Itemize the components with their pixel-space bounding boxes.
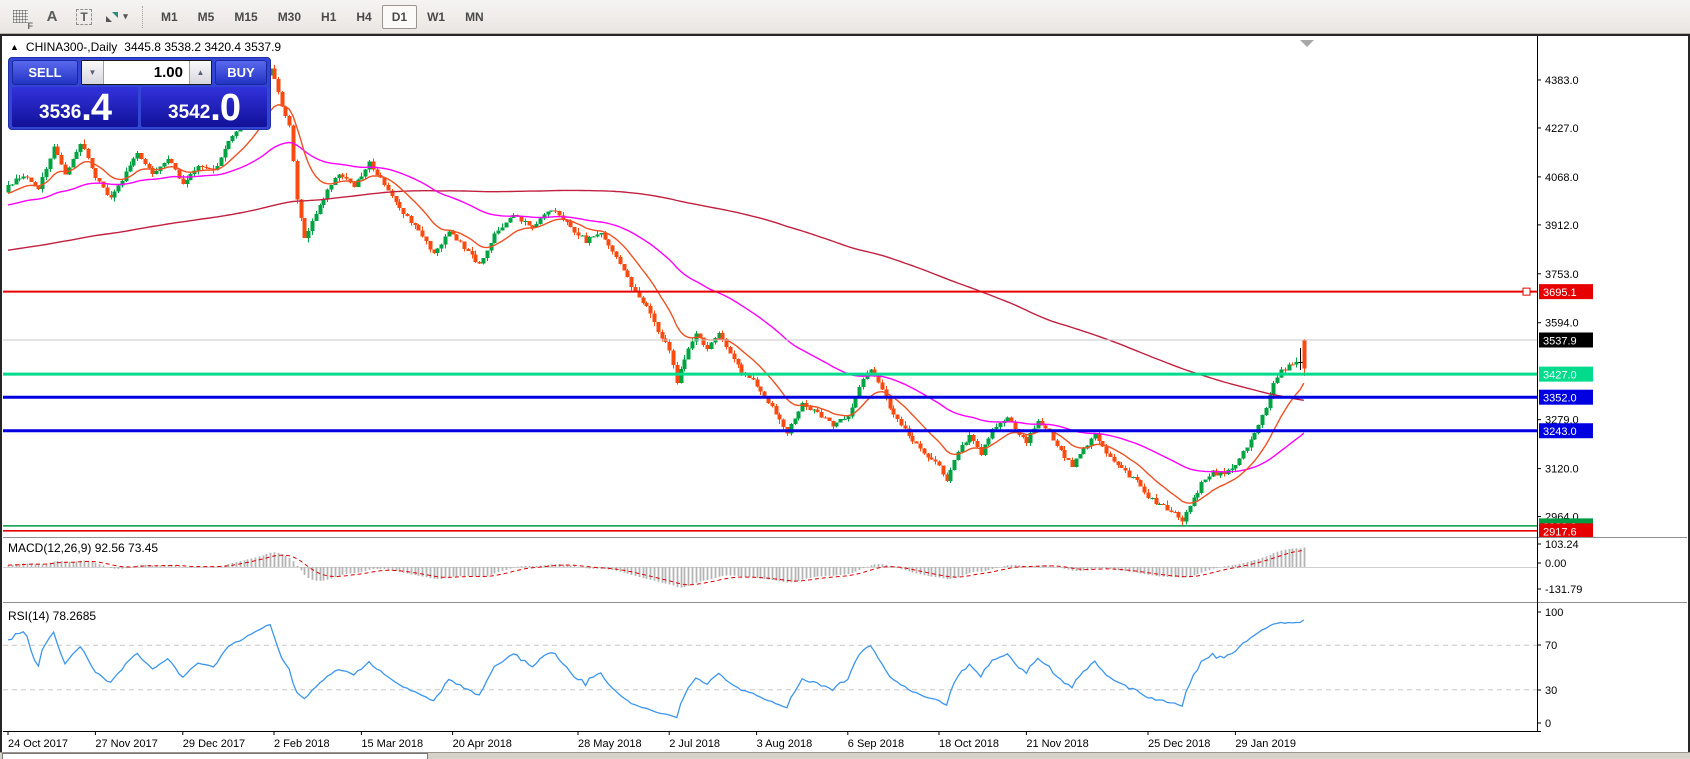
expand-triangle-icon[interactable]: ▲ xyxy=(10,42,19,52)
chart-window: ▲ CHINA300-,Daily 3445.8 3538.2 3420.4 3… xyxy=(0,34,1690,759)
price-tick-label: 3594.0 xyxy=(1545,318,1579,330)
annotate-icon[interactable]: A xyxy=(46,8,58,25)
price-tick-label: 3912.0 xyxy=(1545,220,1579,232)
timeframe-h1[interactable]: H1 xyxy=(321,9,337,24)
chart-tab-bar xyxy=(0,752,1690,759)
candles-layer xyxy=(6,63,1307,526)
toolbar-separator xyxy=(142,5,143,28)
price-badges-layer: 3695.13537.93427.03352.03243.02933.82917… xyxy=(1539,284,1593,538)
date-label: 3 Aug 2018 xyxy=(757,738,813,750)
date-label: 27 Nov 2017 xyxy=(95,738,157,750)
grid-f-label: F xyxy=(27,20,34,31)
price-tick-label: 4383.0 xyxy=(1545,75,1579,87)
date-label: 20 Apr 2018 xyxy=(453,738,512,750)
price-badge-label: 3695.1 xyxy=(1543,287,1577,299)
price-badge xyxy=(1539,389,1593,405)
timeframe-mn[interactable]: MN xyxy=(465,9,484,24)
chart-canvas[interactable]: 4383.04227.04068.03912.03753.03594.03279… xyxy=(3,36,1687,752)
rsi-line xyxy=(7,619,1305,719)
date-label: 18 Oct 2018 xyxy=(939,738,999,750)
price-tick-label: 4068.0 xyxy=(1545,172,1579,184)
arrows-tool-icon[interactable]: ▾ xyxy=(102,5,130,29)
timeframe-m15[interactable]: M15 xyxy=(234,9,258,24)
price-badge xyxy=(1539,284,1593,300)
chevron-down-icon: ▾ xyxy=(123,11,128,21)
date-label: 6 Sep 2018 xyxy=(848,738,904,750)
timeframe-m1[interactable]: M1 xyxy=(161,9,178,24)
date-label: 29 Dec 2017 xyxy=(183,738,245,750)
date-label: 15 Mar 2018 xyxy=(361,738,423,750)
date-label: 2 Jul 2018 xyxy=(669,738,720,750)
sell-button[interactable]: SELL xyxy=(12,60,78,85)
date-label: 24 Oct 2017 xyxy=(8,738,68,750)
price-badge xyxy=(1539,423,1593,439)
volume-value[interactable]: 1.00 xyxy=(153,64,183,81)
price-badge xyxy=(1539,523,1593,537)
ma-200-line xyxy=(7,189,1304,401)
one-click-trade-panel: SELL ▼ 1.00 ▲ BUY 3536 .4 3542 .0 xyxy=(8,57,271,130)
toolbar: F A T ▾ M1 M5 M15 M30 H1 H4 D1 W1 MN xyxy=(0,0,1690,34)
price-tick-label: 4227.0 xyxy=(1545,123,1579,135)
buy-price-main: 3542 xyxy=(168,102,211,123)
date-label: 25 Dec 2018 xyxy=(1148,738,1210,750)
volume-stepper: ▼ 1.00 ▲ xyxy=(81,60,212,85)
price-badge-label: 3537.9 xyxy=(1543,336,1577,348)
sell-price-main: 3536 xyxy=(39,102,82,123)
moving-averages-layer xyxy=(7,104,1305,504)
timeframe-m5[interactable]: M5 xyxy=(197,9,215,24)
buy-price-box[interactable]: 3542 .0 xyxy=(141,87,267,127)
chart-tab[interactable] xyxy=(2,753,428,759)
price-badge-label: 3427.0 xyxy=(1543,370,1577,382)
text-tool-icon[interactable]: T xyxy=(70,5,98,29)
diamond-arrows-icon xyxy=(106,11,119,22)
rsi-axis-label: 70 xyxy=(1545,640,1557,652)
macd-label: MACD(12,26,9) 92.56 73.45 xyxy=(8,541,158,555)
indicator-grid-icon[interactable]: F xyxy=(6,5,34,31)
line-handle xyxy=(1522,287,1531,296)
rsi-label: RSI(14) 78.2685 xyxy=(8,609,96,623)
price-badge xyxy=(1539,332,1593,348)
macd-axis-label: -131.79 xyxy=(1545,584,1582,596)
macd-histogram xyxy=(7,547,1306,588)
timeframe-d1[interactable]: D1 xyxy=(381,4,418,29)
volume-decrease-button[interactable]: ▼ xyxy=(82,61,104,84)
chart-shift-marker xyxy=(1300,40,1314,47)
price-badge xyxy=(1539,366,1593,382)
timeframe-h4[interactable]: H4 xyxy=(356,9,372,24)
ma-14-line xyxy=(7,104,1305,504)
macd-axis-label: 103.24 xyxy=(1545,539,1579,551)
symbol-period-label: CHINA300-,Daily xyxy=(25,40,118,54)
date-label: 28 May 2018 xyxy=(578,738,642,750)
price-tick-label: 2964.0 xyxy=(1545,512,1579,524)
rsi-axis-label: 100 xyxy=(1545,607,1563,619)
macd-axis-label: 0.00 xyxy=(1545,558,1566,570)
date-label: 21 Nov 2018 xyxy=(1026,738,1088,750)
macd-signal-line xyxy=(7,549,1304,586)
date-label: 2 Feb 2018 xyxy=(274,738,330,750)
ma-55-line xyxy=(7,141,1305,473)
chart-title: ▲ CHINA300-,Daily 3445.8 3538.2 3420.4 3… xyxy=(10,40,281,54)
sell-price-fraction: .4 xyxy=(81,87,112,129)
date-label: 29 Jan 2019 xyxy=(1235,738,1296,750)
price-badge-label: 3243.0 xyxy=(1543,426,1577,438)
buy-price-fraction: .0 xyxy=(210,87,241,129)
price-tick-label: 3120.0 xyxy=(1545,464,1579,476)
rsi-axis-label: 30 xyxy=(1545,685,1557,697)
timeframe-m30[interactable]: M30 xyxy=(277,9,302,24)
buy-button[interactable]: BUY xyxy=(215,60,267,85)
price-badge-label: 3352.0 xyxy=(1543,393,1577,405)
grid-glyph-icon xyxy=(12,10,28,23)
rsi-axis-label: 0 xyxy=(1545,718,1551,730)
volume-increase-button[interactable]: ▲ xyxy=(189,61,211,84)
price-badge-label: 2917.6 xyxy=(1543,526,1577,538)
ohlc-values: 3445.8 3538.2 3420.4 3537.9 xyxy=(124,40,282,54)
timeframe-w1[interactable]: W1 xyxy=(427,9,446,24)
sell-price-box[interactable]: 3536 .4 xyxy=(12,87,138,127)
price-tick-label: 3753.0 xyxy=(1545,269,1579,281)
